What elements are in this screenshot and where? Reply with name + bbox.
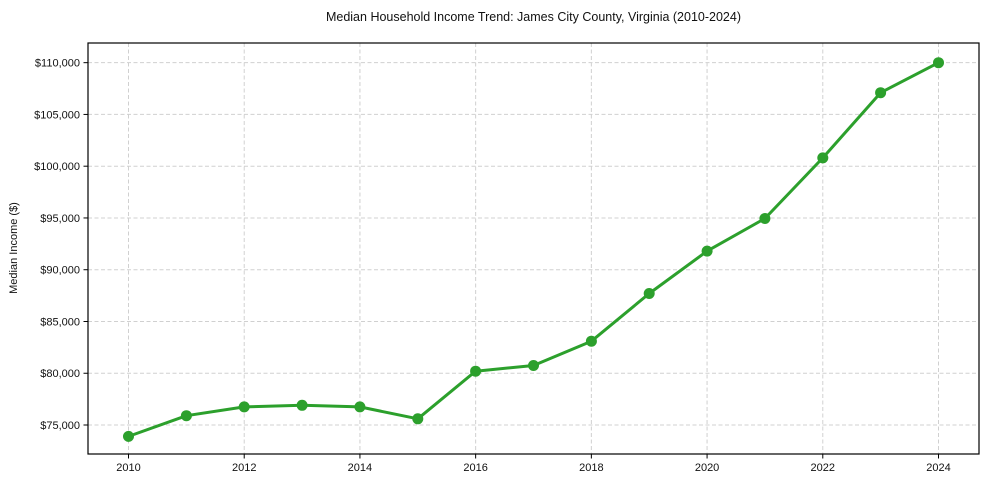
data-point-2011 (180, 410, 192, 422)
data-point-2024 (933, 57, 944, 69)
y-tick-label: $105,000 (34, 109, 80, 121)
data-point-2017 (528, 360, 539, 371)
data-point-2022 (817, 152, 829, 164)
x-tick-label: 2024 (926, 462, 950, 474)
data-point-2012 (238, 401, 250, 413)
data-point-2010 (123, 430, 134, 442)
y-tick-label: $95,000 (40, 213, 80, 225)
y-tick-label: $110,000 (35, 58, 80, 70)
x-tick-label: 2016 (463, 462, 487, 474)
data-point-2019 (643, 288, 655, 299)
data-point-2016 (470, 365, 482, 377)
y-tick-label: $80,000 (40, 368, 80, 380)
data-point-2020 (701, 245, 713, 257)
plot-border (87, 42, 980, 455)
data-point-2013 (296, 399, 308, 411)
y-tick-label: $100,000 (34, 161, 80, 173)
x-tick-label: 2022 (811, 462, 835, 474)
data-point-2021 (759, 213, 771, 224)
x-tick-label: 2010 (116, 462, 140, 474)
income-trend-line (127, 61, 940, 438)
data-point-2015 (412, 413, 424, 425)
x-tick-label: 2014 (348, 462, 372, 474)
x-tick-label: 2012 (232, 462, 256, 474)
x-tick-label: 2020 (695, 462, 719, 474)
y-tick-label: $75,000 (40, 420, 80, 432)
chart-title: Median Household Income Trend: James Cit… (325, 10, 742, 24)
data-point-2014 (354, 401, 366, 413)
data-point-2023 (875, 87, 887, 99)
y-axis-label: Median Income ($) (8, 202, 20, 294)
y-tick-label: $90,000 (40, 265, 80, 277)
x-tick-label: 2018 (579, 462, 603, 474)
y-tick-label: $85,000 (40, 316, 80, 328)
data-point-2018 (585, 335, 597, 347)
